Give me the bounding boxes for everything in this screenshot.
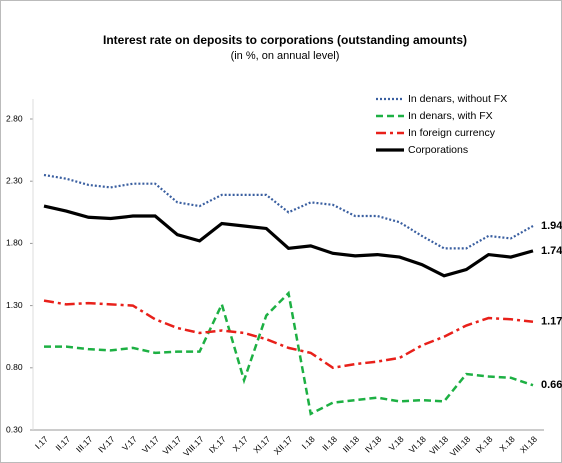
series-line [43, 299, 534, 370]
legend-label: In denars, with FX [408, 110, 493, 122]
chart-subtitle: (in %, on annual level) [231, 50, 340, 62]
data-label: 1.74 [541, 245, 562, 257]
y-tick-label: 1.80 [6, 238, 23, 248]
data-label: 1.17 [541, 316, 562, 328]
y-tick-label: 2.80 [6, 113, 23, 123]
legend-label: In denars, without FX [408, 93, 507, 105]
y-tick-label: 1.30 [6, 300, 23, 310]
data-label: 0.66 [541, 379, 562, 391]
data-label: 1.94 [541, 220, 562, 232]
legend-label: Corporations [408, 144, 468, 156]
legend-label: In foreign currency [408, 127, 496, 139]
y-tick-label: 0.80 [6, 362, 23, 372]
chart-title: Interest rate on deposits to corporation… [103, 33, 467, 47]
y-tick-label: 2.30 [6, 175, 23, 185]
y-tick-label: 0.30 [6, 424, 23, 434]
series-line [44, 290, 534, 416]
series-line [43, 173, 534, 250]
series-line [43, 204, 534, 278]
